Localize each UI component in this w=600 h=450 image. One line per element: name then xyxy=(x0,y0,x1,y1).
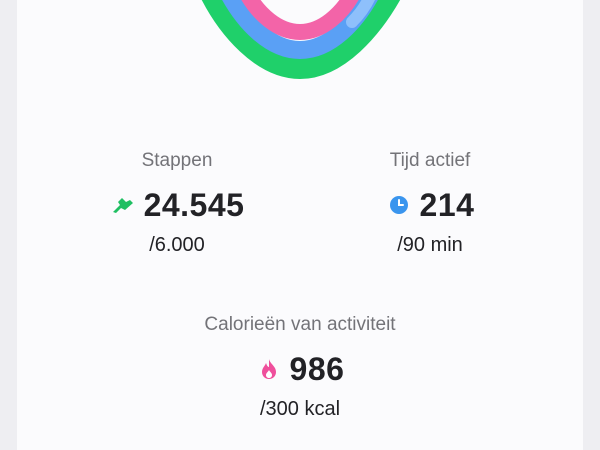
active-time-value-row: 214 xyxy=(330,185,530,225)
calories-stat[interactable]: Calorieën van activiteit 986 /300 kcal xyxy=(150,313,450,422)
clock-icon xyxy=(386,192,412,218)
active-time-value: 214 xyxy=(419,187,475,223)
calories-label: Calorieën van activiteit xyxy=(204,314,396,335)
active-time-stat[interactable]: Tijd actief 214 /90 min xyxy=(330,149,530,258)
steps-stat[interactable]: Stappen 24.545 /6.000 xyxy=(77,149,277,258)
calories-ring xyxy=(241,0,359,41)
active-time-goal: /90 min xyxy=(397,234,463,256)
flame-icon xyxy=(256,356,282,382)
steps-value: 24.545 xyxy=(143,187,245,223)
calories-goal: /300 kcal xyxy=(259,398,341,420)
steps-value-row: 24.545 xyxy=(77,185,277,225)
steps-ring xyxy=(201,0,401,80)
calories-value-row: 986 xyxy=(150,349,450,389)
shoe-icon xyxy=(110,192,136,218)
calories-value: 986 xyxy=(289,351,345,387)
steps-goal: /6.000 xyxy=(149,234,205,256)
active-time-ring-overlap xyxy=(346,0,376,28)
active-time-label: Tijd actief xyxy=(389,150,471,171)
activity-rings[interactable] xyxy=(0,0,600,100)
steps-label: Stappen xyxy=(141,150,213,171)
